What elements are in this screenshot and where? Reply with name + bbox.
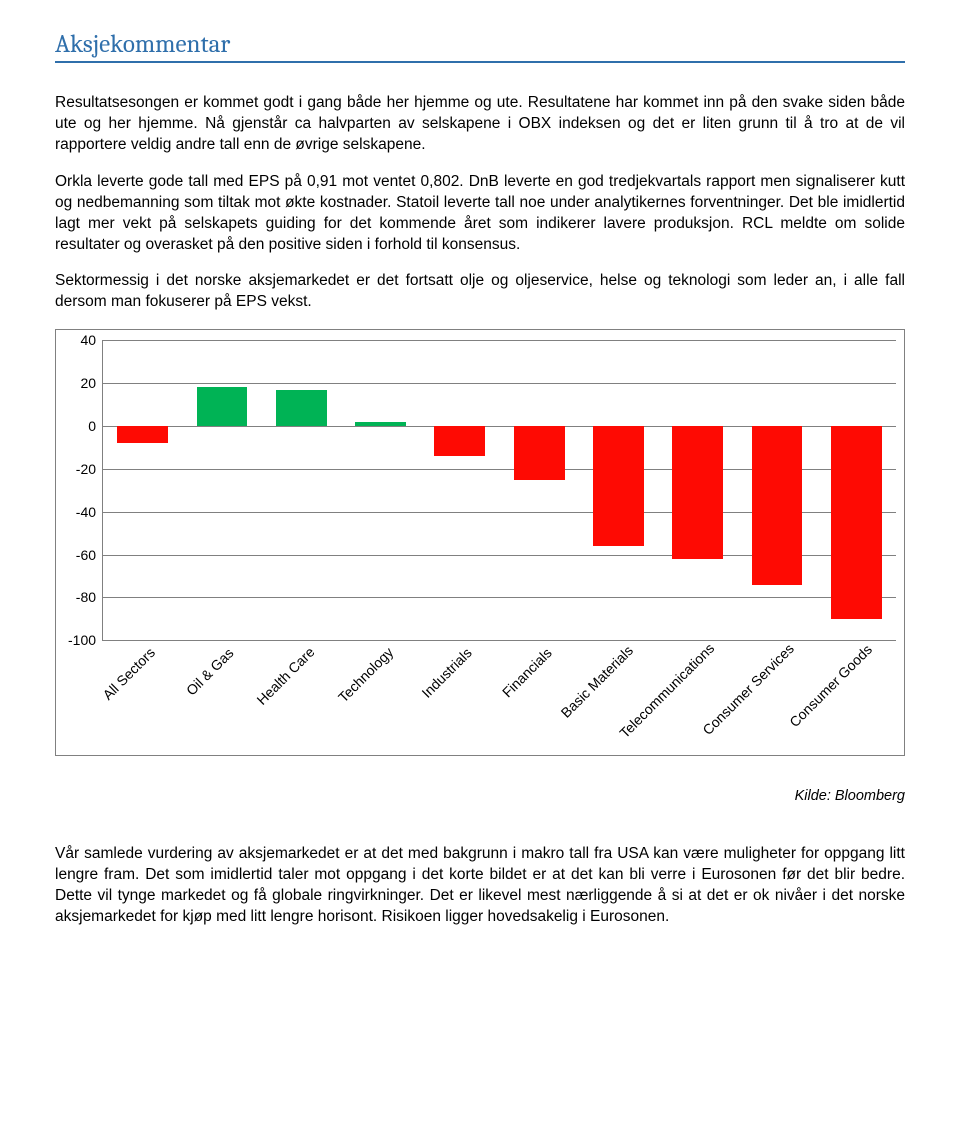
x-axis: All SectorsOil & GasHealth CareTechnolog…: [102, 641, 896, 751]
paragraph-4: Vår samlede vurdering av aksjemarkedet e…: [55, 844, 905, 928]
x-label: Technology: [335, 644, 396, 705]
plot-area: [102, 340, 896, 641]
bar: [593, 426, 644, 546]
bar-slot: [182, 340, 261, 640]
y-axis: 40200-20-40-60-80-100: [68, 340, 102, 640]
x-label: Industrials: [419, 645, 475, 701]
x-label-slot: All Sectors: [102, 641, 181, 751]
bar: [752, 426, 803, 585]
bar-slot: [420, 340, 499, 640]
paragraph-1: Resultatsesongen er kommet godt i gang b…: [55, 93, 905, 156]
sector-chart: 40200-20-40-60-80-100 All Sectors Oil & G…: [55, 329, 905, 756]
x-label: All Sectors: [99, 645, 158, 704]
x-label-slot: Telecommunications: [658, 641, 737, 751]
bar: [672, 426, 723, 559]
bar: [434, 426, 485, 456]
x-label: Oil & Gas: [183, 645, 237, 699]
paragraph-2: Orkla leverte gode tall med EPS på 0,91 …: [55, 172, 905, 256]
x-label-slot: Oil & Gas: [181, 641, 260, 751]
x-label-slot: Health Care: [261, 641, 340, 751]
x-label: Health Care: [253, 644, 317, 708]
bar: [514, 426, 565, 480]
x-label-slot: Consumer Goods: [817, 641, 896, 751]
section-title: Aksjekommentar: [55, 30, 905, 63]
x-label: Financials: [499, 645, 555, 701]
bar-slot: [579, 340, 658, 640]
bar-slot: [103, 340, 182, 640]
bar-slot: [341, 340, 420, 640]
x-label-slot: Industrials: [420, 641, 499, 751]
paragraph-3: Sektormessig i det norske aksjemarkedet …: [55, 271, 905, 313]
bar-slot: [658, 340, 737, 640]
bar: [197, 387, 248, 426]
chart-source: Kilde: Bloomberg: [55, 788, 905, 804]
bar: [831, 426, 882, 619]
bar-slot: [262, 340, 341, 640]
x-label-slot: Financials: [499, 641, 578, 751]
x-label-slot: Consumer Services: [737, 641, 816, 751]
x-label-slot: Basic Materials: [578, 641, 657, 751]
bar-slot: [500, 340, 579, 640]
x-label-slot: Technology: [340, 641, 419, 751]
bar: [276, 390, 327, 426]
bar: [117, 426, 168, 443]
bar: [355, 422, 406, 426]
bar-slot: [817, 340, 896, 640]
bar-slot: [737, 340, 816, 640]
